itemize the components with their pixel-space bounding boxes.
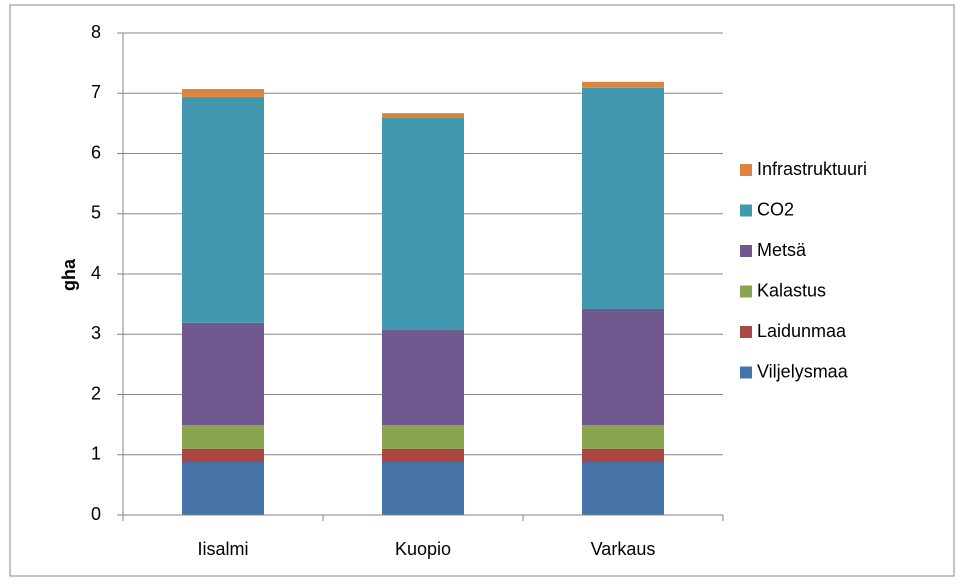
legend-label: Laidunmaa	[757, 321, 847, 341]
bar-segment	[582, 81, 664, 88]
bar-segment	[182, 425, 264, 449]
legend-label: Viljelysmaa	[757, 361, 849, 381]
y-tick-label: 6	[91, 142, 101, 162]
bar-segment	[382, 425, 464, 449]
bar-segment	[582, 425, 664, 449]
y-tick-label: 2	[91, 383, 101, 403]
bar-segment	[382, 461, 464, 515]
bar-segment	[182, 322, 264, 426]
bar-segment	[582, 87, 664, 309]
bar-segment	[182, 461, 264, 515]
legend-label: Kalastus	[757, 280, 826, 300]
legend-swatch	[740, 326, 752, 338]
chart-frame	[9, 4, 955, 577]
y-axis-label: gha	[59, 258, 79, 291]
legend-swatch	[740, 164, 752, 176]
y-tick-label: 1	[91, 444, 101, 464]
legend-label: Metsä	[757, 240, 807, 260]
bar-segment	[582, 308, 664, 426]
bar-segment	[182, 448, 264, 462]
x-tick-label: Iisalmi	[197, 539, 248, 559]
bar-segment	[182, 89, 264, 97]
legend-label: CO2	[757, 199, 794, 219]
y-tick-label: 8	[91, 22, 101, 42]
bar-segment	[382, 330, 464, 426]
bar-segment	[582, 448, 664, 462]
bar-segment	[182, 96, 264, 323]
legend-swatch	[740, 285, 752, 298]
y-tick-label: 3	[91, 323, 101, 343]
x-tick-label: Kuopio	[395, 539, 451, 559]
y-tick-label: 4	[91, 263, 101, 283]
legend-label: Infrastruktuuri	[757, 159, 867, 179]
bar-segment	[382, 448, 464, 462]
bar-segment	[382, 117, 464, 331]
y-tick-label: 5	[91, 203, 101, 223]
x-tick-label: Varkaus	[591, 539, 656, 559]
bar-segment	[382, 113, 464, 118]
y-tick-label: 0	[91, 504, 101, 524]
legend-swatch	[740, 366, 752, 379]
bar-segment	[582, 461, 664, 515]
legend-swatch	[740, 204, 752, 217]
legend-swatch	[740, 245, 752, 257]
y-tick-label: 7	[91, 82, 101, 102]
